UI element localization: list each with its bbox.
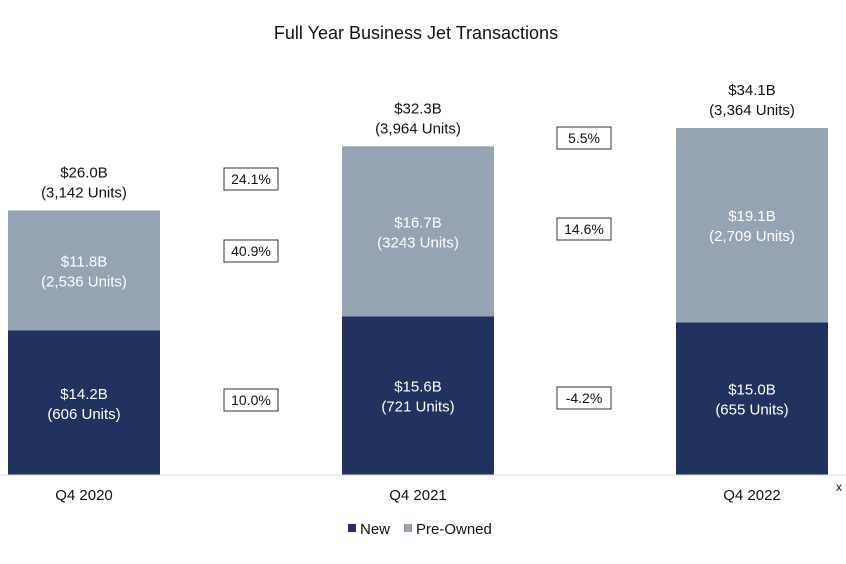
bar-pre-owned-0 [8,210,160,331]
bars-layer [8,128,828,475]
data-label-units: (655 Units) [715,402,788,419]
legend-swatch-new [348,524,356,532]
growth-box-preowned [223,239,279,263]
x-tick-label: Q4 2021 [389,487,447,504]
data-label-value: $19.1B [728,208,776,225]
legend: New Pre-Owned [348,521,492,538]
data-label-units: (721 Units) [381,399,454,416]
labels-layer: $14.2B (606 Units) $11.8B (2,536 Units) $26.… [41,82,795,504]
legend-label-pre-owned: Pre-Owned [416,521,492,538]
total-label-value: $26.0B [60,164,108,181]
growth-label-total: 5.5% [568,130,600,146]
bar-pre-owned-1 [342,146,494,317]
data-label-value: $15.0B [728,382,776,399]
data-label-value: $11.8B [61,253,107,270]
growth-box-new [556,386,612,410]
data-label-value: $14.2B [60,386,108,403]
growth-box-preowned [556,217,612,241]
total-label-units: (3,364 Units) [709,102,795,119]
growth-label-new: 10.0% [231,392,271,408]
legend-label-new: New [360,521,390,538]
data-label-units: (2,709 Units) [709,228,795,245]
chart-title: Full Year Business Jet Transactions [274,23,558,43]
growth-label-preowned: 14.6% [564,221,604,237]
growth-label-total: 24.1% [231,171,271,187]
growth-box-total [223,167,279,191]
bar-new-0 [8,330,160,475]
data-label-units: (606 Units) [47,406,120,423]
total-label-units: (3,964 Units) [375,120,461,137]
x-tick-label: Q4 2020 [55,487,113,504]
x-axis-marker: x [836,480,842,494]
data-label-value: $16.7B [394,214,442,231]
growth-box-new [223,388,279,412]
total-label-value: $32.3B [394,100,442,117]
legend-swatch-pre-owned [404,524,412,532]
x-tick-label: Q4 2022 [723,487,781,504]
bar-new-2 [676,322,828,475]
bar-new-1 [342,316,494,475]
total-label-value: $34.1B [728,82,776,99]
data-label-units: (3243 Units) [377,234,459,251]
total-label-units: (3,142 Units) [41,184,127,201]
data-label-value: $15.6B [394,379,442,396]
growth-label-preowned: 40.9% [231,243,271,259]
growth-box-total [556,126,612,150]
growth-label-new: -4.2% [566,390,603,406]
bar-pre-owned-2 [676,128,828,323]
data-label-units: (2,536 Units) [41,273,127,290]
